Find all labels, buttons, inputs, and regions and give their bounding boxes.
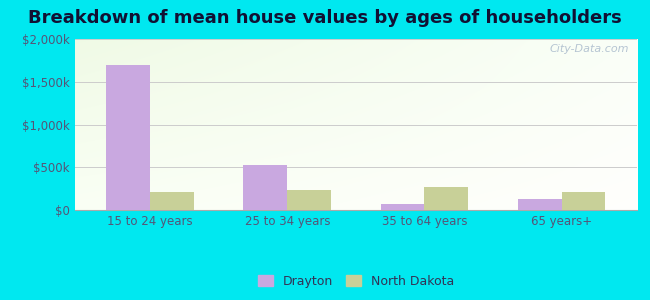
Bar xyxy=(517,199,562,210)
Bar xyxy=(150,193,194,210)
Bar xyxy=(380,204,424,210)
Bar xyxy=(243,165,287,210)
Bar xyxy=(562,192,605,210)
Text: City-Data.com: City-Data.com xyxy=(549,44,629,54)
Bar xyxy=(424,187,468,210)
Bar xyxy=(107,65,150,210)
Bar xyxy=(287,190,332,210)
Legend: Drayton, North Dakota: Drayton, North Dakota xyxy=(253,270,459,293)
Text: Breakdown of mean house values by ages of householders: Breakdown of mean house values by ages o… xyxy=(28,9,622,27)
